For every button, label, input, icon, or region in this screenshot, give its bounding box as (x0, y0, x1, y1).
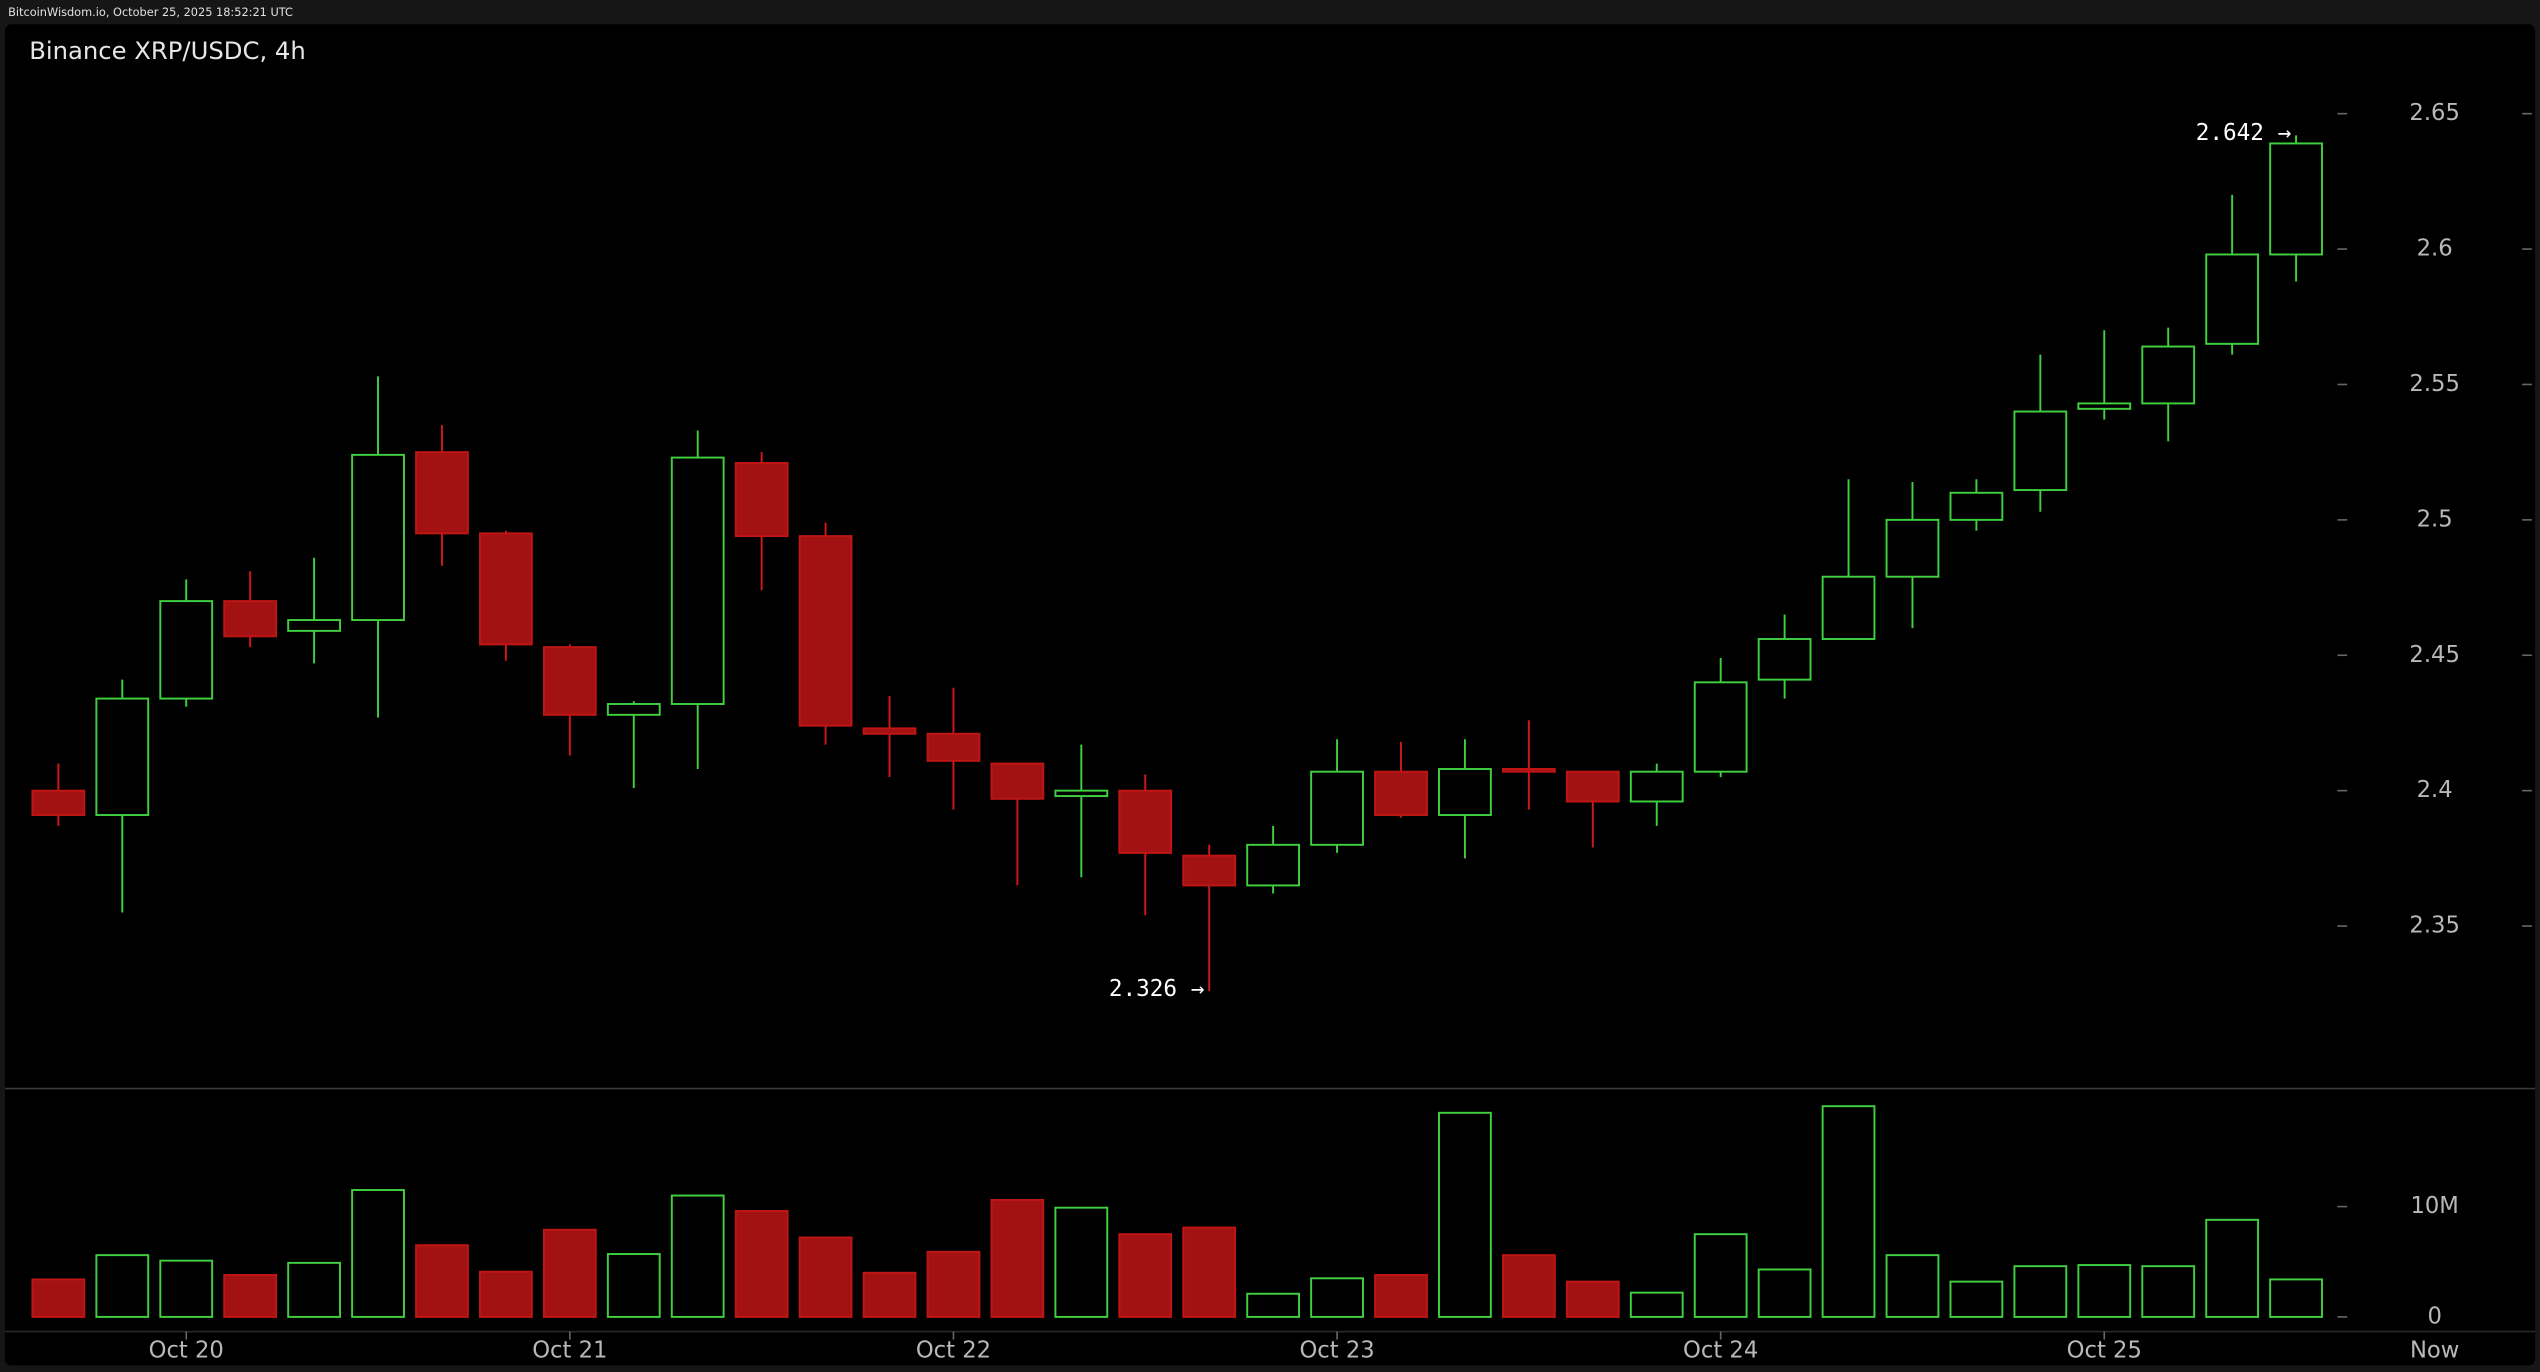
volume-bar (2013, 1265, 2068, 1318)
x-tick-label: Oct 25 (2067, 1337, 2142, 1363)
volume-bar (1565, 1280, 1620, 1318)
volume-bar (1693, 1233, 1748, 1318)
now-label: Now (2410, 1337, 2459, 1363)
x-tick-label: Oct 22 (916, 1337, 991, 1363)
candle-body (1118, 789, 1173, 854)
y-tick-label: 2.45 (2409, 642, 2459, 668)
candle-body (926, 732, 981, 762)
chart-panel (4, 24, 2536, 1366)
volume-bar (542, 1228, 597, 1318)
candle-body (159, 600, 214, 700)
volume-bar (670, 1194, 725, 1318)
candle-body (1246, 843, 1301, 887)
candle-body (2077, 402, 2132, 410)
y-tick-label: 2.5 (2417, 506, 2453, 532)
candle-body (990, 762, 1045, 800)
volume-bar (990, 1198, 1045, 1318)
candle-body (351, 453, 405, 622)
volume-bar (1374, 1274, 1428, 1318)
candle-body (1629, 770, 1684, 803)
candle-body (606, 703, 661, 716)
volume-tick-label: 0 (2427, 1303, 2441, 1329)
candle-body (1501, 768, 1556, 773)
candle-body (1565, 770, 1620, 803)
volume-bar (1310, 1277, 1364, 1318)
candle-body (415, 451, 469, 535)
candle-body (479, 532, 533, 646)
volume-tick-label: 10M (2410, 1193, 2458, 1219)
candle-body (542, 646, 597, 716)
candle-body (31, 789, 86, 816)
y-tick-label: 2.6 (2417, 236, 2453, 262)
candle-body (798, 535, 853, 727)
candle-body (1310, 770, 1364, 846)
candle-body (1949, 491, 2004, 521)
x-tick-label: Oct 20 (149, 1337, 224, 1363)
candle-body (95, 697, 150, 816)
volume-bar (1118, 1233, 1173, 1318)
candle-body (287, 619, 341, 632)
volume-bar (734, 1210, 789, 1318)
volume-bar (351, 1189, 405, 1318)
candle-body (2269, 142, 2323, 256)
x-tick-label: Oct 24 (1683, 1337, 1758, 1363)
volume-bar (606, 1253, 661, 1318)
volume-bar (1438, 1111, 1492, 1318)
annotation: 2.326 → (1109, 976, 1204, 1002)
volume-bar (1629, 1291, 1684, 1318)
candle-body (1054, 789, 1109, 798)
chart-title: Binance XRP/USDC, 4h (29, 36, 306, 65)
volume-bar (2077, 1264, 2132, 1318)
volume-bar (1757, 1268, 1812, 1318)
y-tick-label: 2.4 (2417, 777, 2453, 803)
volume-bar (415, 1244, 469, 1318)
y-tick-label: 2.65 (2409, 100, 2459, 126)
candle-body (1693, 681, 1748, 773)
y-tick-label: 2.55 (2409, 371, 2459, 397)
candle-body (1182, 854, 1237, 887)
volume-bar (1821, 1105, 1876, 1318)
annotation: 2.642 → (2196, 120, 2291, 146)
volume-bar (1501, 1254, 1556, 1318)
volume-bar (31, 1278, 86, 1318)
volume-bar (479, 1270, 533, 1318)
volume-bar (2269, 1278, 2323, 1318)
volume-bar (1182, 1226, 1237, 1318)
volume-bar (159, 1259, 214, 1318)
x-tick-label: Oct 21 (532, 1337, 607, 1363)
x-tick-label: Oct 23 (1299, 1337, 1374, 1363)
volume-bar (1246, 1292, 1301, 1318)
candle-body (1821, 575, 1876, 640)
volume-bar (2141, 1265, 2196, 1318)
candle-body (1374, 770, 1428, 816)
volume-bar (1054, 1206, 1109, 1318)
candle-body (2205, 253, 2260, 345)
candle-body (1757, 638, 1812, 681)
candle-body (734, 462, 789, 538)
volume-bar (1885, 1254, 1940, 1318)
candle-body (2013, 410, 2068, 492)
candle-body (223, 600, 278, 638)
candle-body (670, 456, 725, 705)
candle-body (1885, 518, 1940, 578)
volume-bar (798, 1236, 853, 1318)
volume-bar (287, 1261, 341, 1318)
volume-bar (95, 1254, 150, 1318)
header: BitcoinWisdom.io, October 25, 2025 18:52… (8, 5, 293, 19)
volume-bar (223, 1274, 278, 1318)
candle-body (862, 727, 917, 735)
volume-bar (926, 1250, 981, 1318)
y-tick-label: 2.35 (2409, 913, 2459, 939)
volume-bar (862, 1271, 917, 1318)
candle-body (1438, 768, 1492, 816)
volume-bar (2205, 1218, 2260, 1318)
candle-body (2141, 345, 2196, 405)
volume-bar (1949, 1280, 2004, 1318)
